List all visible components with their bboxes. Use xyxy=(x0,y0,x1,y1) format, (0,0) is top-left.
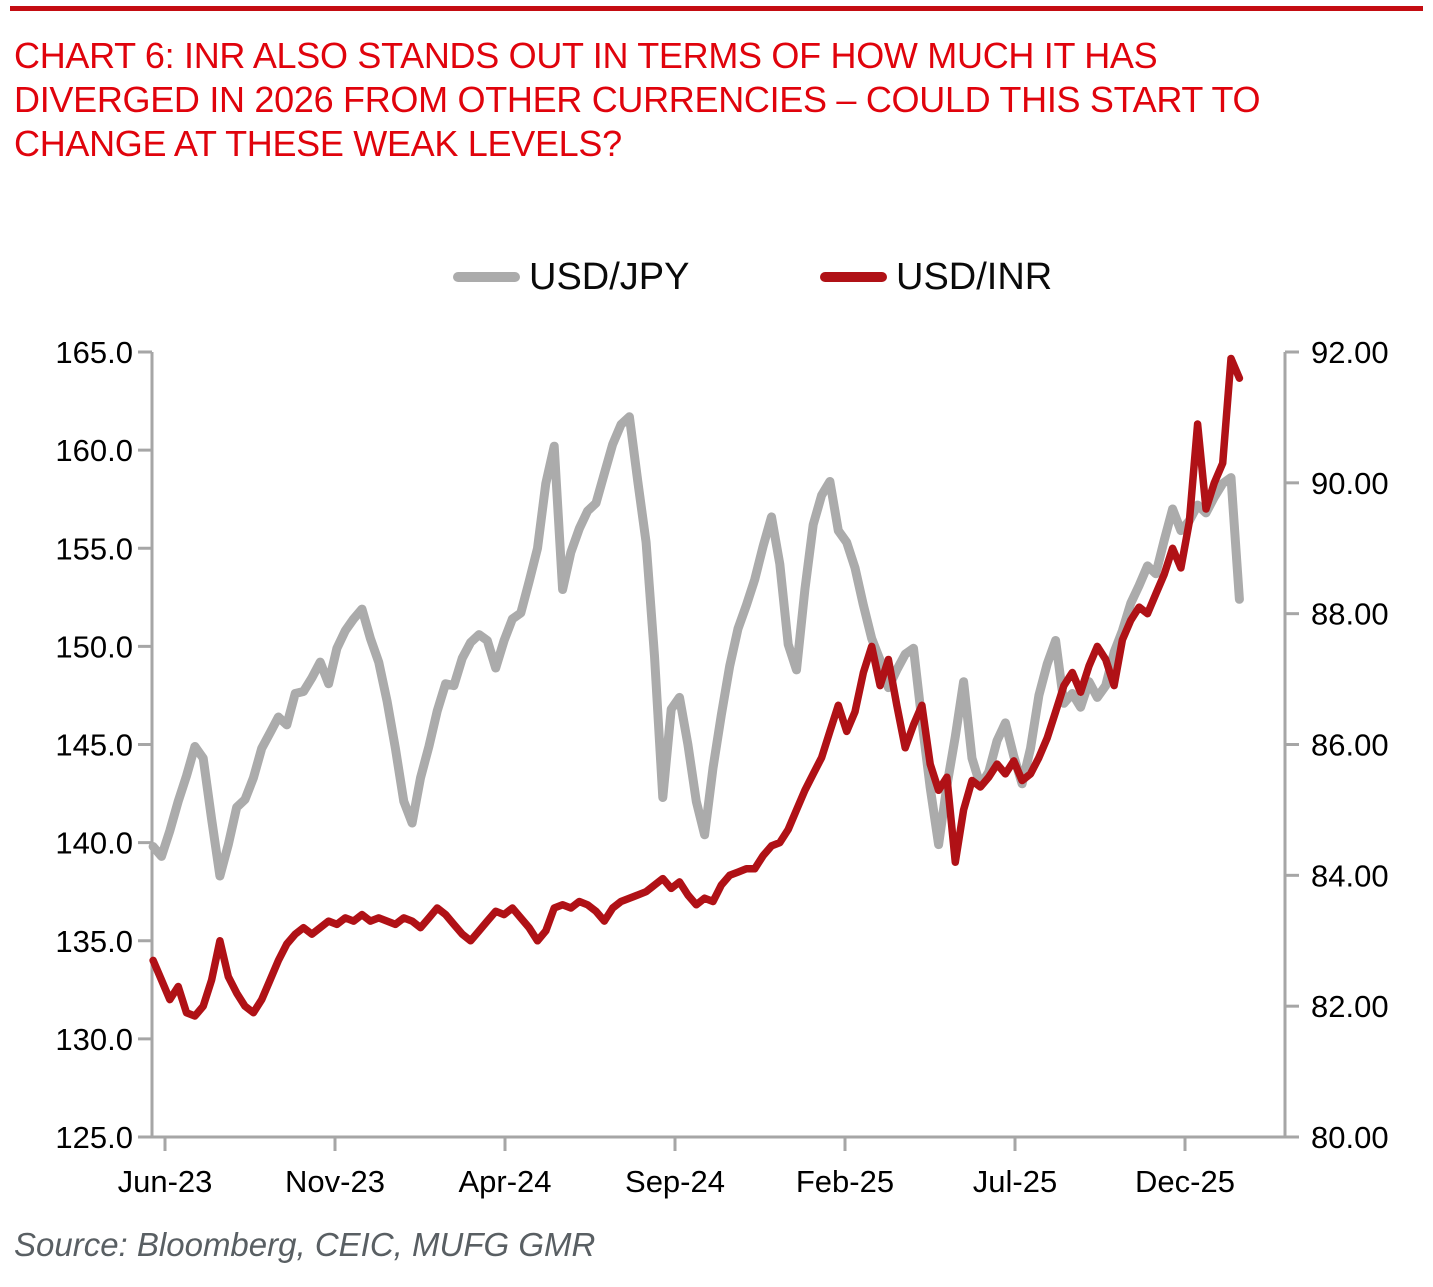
chart-title: CHART 6: INR ALSO STANDS OUT IN TERMS OF… xyxy=(14,34,1414,166)
x-axis-tick-label: Nov-23 xyxy=(285,1164,385,1199)
x-axis-tick-label: Sep-24 xyxy=(625,1164,725,1199)
x-axis-tick-label: Dec-25 xyxy=(1135,1164,1235,1199)
usdjpy-line-swatch xyxy=(453,272,520,282)
usdinr-legend-label: USD/INR xyxy=(896,255,1053,298)
x-axis-tick-label: Jul-25 xyxy=(973,1164,1057,1199)
left-axis-tick-label: 145.0 xyxy=(55,728,133,763)
usd-jpy-line xyxy=(148,412,1244,881)
left-axis-tick-label: 135.0 xyxy=(55,924,133,959)
right-axis-tick-label: 82.00 xyxy=(1311,989,1389,1024)
chart-title-line-1: CHART 6: INR ALSO STANDS OUT IN TERMS OF… xyxy=(14,35,1158,76)
legend-item-usdjpy: USD/JPY xyxy=(453,254,689,300)
left-axis-tick-label: 155.0 xyxy=(55,531,133,566)
right-axis-tick-label: 80.00 xyxy=(1311,1120,1389,1155)
x-axis-tick-label: Apr-24 xyxy=(458,1164,551,1199)
left-axis-tick-label: 160.0 xyxy=(55,433,133,468)
left-axis-tick-label: 140.0 xyxy=(55,826,133,861)
left-axis-tick-label: 130.0 xyxy=(55,1022,133,1057)
left-axis-tick-label: 150.0 xyxy=(55,629,133,664)
chart-title-line-2: DIVERGED IN 2026 FROM OTHER CURRENCIES –… xyxy=(14,79,1261,120)
legend-item-usdinr: USD/INR xyxy=(820,254,1052,300)
x-axis-tick-label: Jun-23 xyxy=(118,1164,213,1199)
chart-legend: USD/JPY USD/INR xyxy=(0,254,1433,300)
source-note: Source: Bloomberg, CEIC, MUFG GMR xyxy=(14,1226,596,1263)
usdjpy-legend-label: USD/JPY xyxy=(529,255,690,298)
left-axis-tick-label: 125.0 xyxy=(55,1120,133,1155)
top-red-rule xyxy=(10,6,1423,11)
usd-inr-line xyxy=(149,354,1244,1020)
right-axis-tick-label: 86.00 xyxy=(1311,728,1389,763)
chart-title-line-3: CHANGE AT THESE WEAK LEVELS? xyxy=(14,123,622,164)
right-axis-tick-label: 92.00 xyxy=(1311,335,1389,370)
right-axis-tick-label: 88.00 xyxy=(1311,597,1389,632)
usdinr-line-swatch xyxy=(820,272,887,282)
right-axis-tick-label: 90.00 xyxy=(1311,466,1389,501)
right-axis-tick-label: 84.00 xyxy=(1311,858,1389,893)
x-axis-tick-label: Feb-25 xyxy=(796,1164,894,1199)
left-axis-tick-label: 165.0 xyxy=(55,335,133,370)
